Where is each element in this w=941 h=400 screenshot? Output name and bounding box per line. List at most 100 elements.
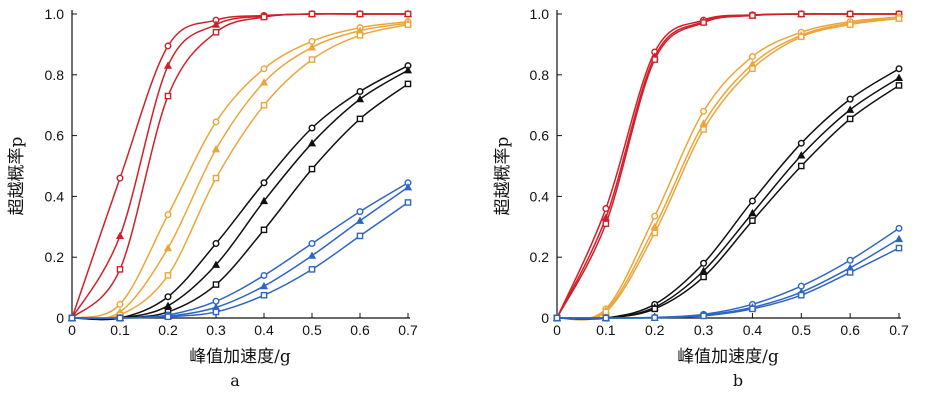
series-line-yellow-square	[71, 23, 409, 320]
x-tick-label: 0.6	[840, 322, 860, 338]
series-blue-square	[68, 199, 412, 322]
series-line-blue-square	[556, 247, 900, 319]
y-tick-label: 0.6	[45, 128, 65, 144]
x-tick-label: 0	[68, 322, 76, 338]
x-axis-label: 峰值加速度/g	[189, 347, 291, 367]
x-tick-label: 0.4	[254, 322, 274, 338]
data-point-square	[846, 115, 854, 123]
data-point-circle	[651, 212, 659, 220]
series-black-square	[553, 82, 903, 322]
data-point-triangle	[259, 281, 269, 290]
y-tick-label: 0.4	[530, 188, 550, 204]
x-tick-label: 0.2	[158, 322, 178, 338]
data-point-square	[212, 308, 220, 316]
data-point-circle	[748, 197, 756, 205]
chart-panel-a: 0 0.1 0.2 0.3 0.4 0.5 0.6 0.7 0 0.2 0.4 0.6 0.8 1.0 峰值…	[7, 6, 418, 390]
data-point-triangle	[307, 43, 317, 51]
series-yellow-circle	[68, 18, 412, 322]
series-line-yellow-circle	[71, 20, 409, 319]
data-point-square	[164, 272, 172, 279]
data-point-triangle	[259, 78, 269, 86]
data-point-circle	[116, 300, 124, 308]
data-point-circle	[164, 211, 172, 219]
data-point-square	[651, 314, 659, 321]
data-point-triangle	[894, 73, 904, 81]
x-tick-label: 0.7	[889, 322, 909, 338]
data-point-square	[602, 220, 610, 228]
data-point-triangle	[797, 151, 806, 159]
series-line-black-triangle	[556, 77, 900, 320]
data-point-circle	[895, 65, 903, 73]
data-point-square	[749, 305, 756, 313]
y-axis-label: 超越概率p	[493, 136, 513, 215]
series-red-square	[68, 10, 412, 322]
series-yellow-square	[68, 21, 412, 322]
data-point-triangle	[699, 266, 708, 275]
y-tick-label: 0.8	[530, 67, 550, 83]
data-point-circle	[260, 179, 268, 187]
data-point-triangle	[163, 301, 173, 309]
series-line-blue-triangle	[71, 186, 409, 319]
series-line-yellow-square	[556, 17, 900, 321]
series-blue-square	[553, 244, 903, 322]
data-point-square	[308, 10, 316, 18]
data-point-square	[116, 266, 124, 273]
data-point-square	[68, 314, 76, 322]
panel-label: a	[230, 371, 240, 390]
data-point-circle	[308, 240, 316, 248]
series-red-circle	[68, 10, 412, 322]
data-point-triangle	[846, 105, 855, 113]
data-point-triangle	[211, 260, 221, 268]
x-tick-label: 0.4	[743, 322, 763, 338]
data-point-triangle	[115, 231, 125, 240]
series-red-triangle	[67, 9, 413, 322]
x-tick-label: 0	[553, 322, 561, 338]
x-tick-label: 0.3	[694, 322, 714, 338]
data-point-circle	[356, 88, 364, 96]
data-point-square	[308, 56, 316, 63]
series-line-yellow-circle	[556, 16, 900, 320]
x-tick-label: 0.3	[206, 322, 226, 338]
y-tick-label: 0.8	[45, 67, 65, 83]
data-point-square	[404, 199, 412, 206]
data-point-square	[260, 13, 268, 21]
data-point-circle	[164, 42, 172, 50]
data-point-square	[797, 33, 805, 41]
data-point-triangle	[211, 145, 221, 153]
data-point-triangle	[403, 66, 413, 74]
series-line-blue-square	[71, 201, 409, 319]
data-point-triangle	[403, 183, 413, 191]
data-point-square	[356, 232, 364, 240]
data-point-square	[651, 305, 659, 313]
data-point-circle	[846, 256, 854, 264]
data-point-square	[749, 217, 756, 225]
y-axis-label: 超越概率p	[7, 136, 27, 215]
x-tick-label: 0.7	[398, 322, 418, 338]
series-line-black-circle	[556, 68, 900, 320]
data-point-square	[895, 15, 903, 22]
x-tick-label: 0.6	[350, 322, 370, 338]
data-point-square	[749, 12, 756, 19]
data-point-square	[116, 314, 124, 322]
data-point-circle	[308, 124, 316, 132]
data-point-circle	[846, 95, 854, 103]
data-point-square	[404, 21, 412, 28]
data-point-square	[895, 244, 903, 252]
data-point-triangle	[211, 20, 221, 28]
data-point-square	[797, 10, 805, 18]
data-point-square	[164, 313, 172, 321]
y-tick-label: 0	[56, 310, 64, 326]
data-point-square	[797, 162, 805, 170]
data-point-circle	[212, 240, 220, 248]
series-yellow-triangle	[67, 18, 413, 322]
y-tick-label: 0	[541, 310, 549, 326]
y-tick-label: 0.2	[45, 249, 65, 265]
data-point-square	[164, 92, 172, 100]
x-axis-label: 峰值加速度/g	[677, 347, 779, 367]
data-point-square	[308, 266, 316, 273]
data-point-square	[846, 10, 854, 18]
y-tick-label: 0.4	[45, 188, 65, 204]
data-point-circle	[748, 53, 756, 61]
data-point-circle	[700, 107, 708, 115]
